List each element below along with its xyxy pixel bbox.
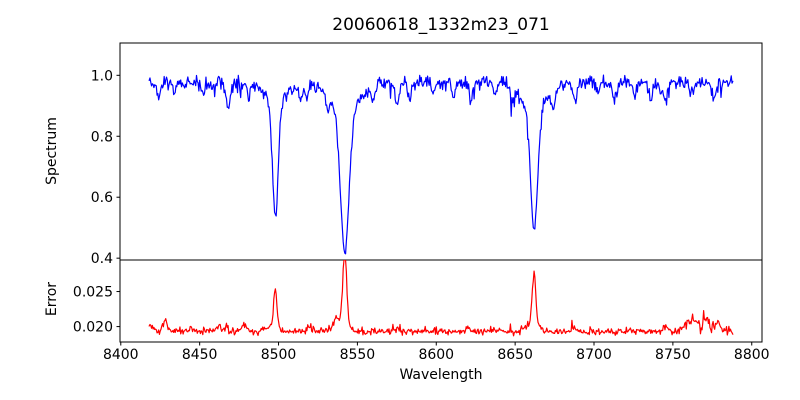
x-tick-label: 8450 <box>182 347 218 363</box>
error-line <box>148 260 734 337</box>
spectrum-y-tick-label: 0.6 <box>91 190 113 206</box>
spectrum-y-axis-label: Spectrum <box>44 117 60 185</box>
x-tick-label: 8750 <box>655 347 691 363</box>
error-y-tick-label: 0.020 <box>73 320 113 336</box>
x-tick-label: 8550 <box>340 347 376 363</box>
x-tick-label: 8800 <box>734 347 770 363</box>
x-tick-label: 8400 <box>103 347 139 363</box>
x-tick-label: 8700 <box>576 347 612 363</box>
spectrum-y-tick-label: 0.8 <box>91 129 113 145</box>
spectrum-y-tick-label: 0.4 <box>91 251 113 267</box>
spectrum-line <box>148 74 734 255</box>
spectrum-y-tick-label: 1.0 <box>91 68 113 84</box>
spectrum-panel <box>119 42 763 261</box>
error-panel <box>119 259 763 343</box>
x-tick-label: 8650 <box>497 347 533 363</box>
plot-title: 20060618_1332m23_071 <box>332 15 549 35</box>
error-y-tick-label: 0.025 <box>73 285 113 301</box>
error-y-axis-label: Error <box>44 282 60 316</box>
x-axis-label: Wavelength <box>399 367 482 383</box>
x-tick-label: 8600 <box>418 347 454 363</box>
x-tick-label: 8500 <box>261 347 297 363</box>
tick-layer: 8400 8450 8500 8550 8600 8650 8700 8750 8800 0.4 0… <box>73 68 770 363</box>
